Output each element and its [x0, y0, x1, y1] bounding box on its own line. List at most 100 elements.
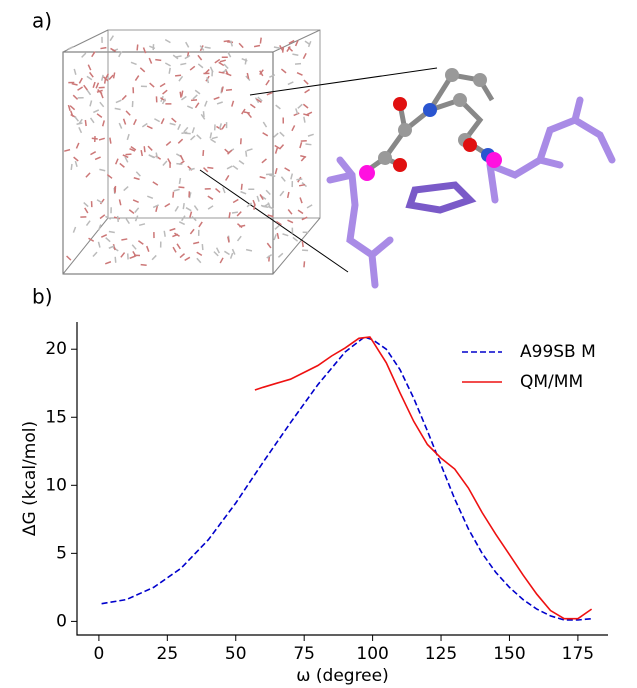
water: [172, 54, 179, 60]
water: [303, 261, 306, 268]
water: [210, 138, 217, 144]
x-tick-label: 25: [157, 644, 179, 664]
water: [173, 188, 180, 192]
water: [85, 172, 91, 178]
water: [237, 223, 243, 229]
water: [179, 154, 184, 161]
water: [301, 240, 304, 248]
water: [97, 89, 103, 95]
water: [181, 215, 186, 222]
water: [84, 207, 89, 214]
water: [215, 247, 220, 254]
water: [249, 103, 256, 109]
water: [115, 99, 122, 104]
water: [78, 127, 83, 134]
water: [303, 113, 310, 117]
panel-label: b): [32, 285, 53, 309]
water: [155, 205, 159, 213]
x-tick-label: 125: [425, 644, 457, 664]
water: [178, 75, 184, 82]
water: [221, 123, 226, 130]
water: [196, 251, 203, 257]
water: [140, 263, 147, 266]
water: [302, 103, 309, 109]
water: [273, 132, 279, 138]
water: [223, 39, 230, 43]
water: [277, 252, 284, 258]
water: [231, 248, 236, 255]
water: [296, 178, 303, 181]
water: [196, 134, 202, 140]
water: [183, 126, 189, 133]
water: [288, 39, 295, 45]
water: [299, 197, 303, 204]
water: [110, 47, 117, 53]
water: [225, 88, 233, 92]
water: [284, 167, 291, 172]
water: [279, 131, 285, 137]
water: [125, 218, 130, 225]
water: [189, 228, 195, 235]
water: [286, 46, 291, 52]
water: [163, 230, 166, 237]
water: [222, 187, 226, 194]
water: [162, 160, 168, 167]
water: [207, 166, 214, 169]
water: [146, 245, 150, 252]
water: [121, 238, 128, 241]
water: [114, 256, 117, 263]
water: [204, 46, 211, 49]
water: [189, 211, 193, 218]
water: [89, 117, 95, 124]
water: [174, 205, 179, 212]
box-front: [62, 51, 274, 275]
water: [232, 198, 239, 204]
water: [214, 58, 221, 64]
water: [297, 103, 303, 109]
water: [146, 125, 153, 130]
water: [286, 191, 290, 199]
water: [100, 74, 104, 81]
water: [266, 91, 273, 96]
water: [172, 191, 175, 198]
water: [274, 144, 281, 150]
water: [177, 138, 184, 144]
x-axis-label: ω (degree): [296, 666, 388, 686]
water: [130, 146, 137, 151]
water: [290, 173, 294, 180]
water: [101, 120, 105, 127]
water: [229, 40, 234, 47]
box-edges: [62, 29, 321, 275]
water: [194, 89, 201, 95]
water: [193, 205, 199, 211]
water: [108, 74, 114, 81]
water: [280, 68, 287, 74]
water: [197, 63, 204, 69]
water: [118, 122, 123, 129]
water: [124, 156, 129, 163]
water: [267, 214, 274, 218]
water: [240, 190, 247, 195]
water: [109, 35, 115, 42]
water: [92, 251, 98, 258]
water: [178, 186, 185, 189]
water: [221, 86, 224, 93]
water: [225, 174, 230, 181]
water: [269, 174, 276, 177]
water: [190, 135, 196, 141]
water: [244, 58, 247, 65]
water: [78, 118, 83, 125]
water: [96, 199, 103, 204]
water: [128, 209, 135, 215]
water: [90, 151, 97, 156]
water: [86, 89, 92, 96]
water: [218, 123, 223, 130]
water: [266, 254, 273, 259]
water: [105, 215, 112, 220]
water: [152, 181, 159, 186]
water: [176, 162, 183, 166]
water: [256, 98, 262, 103]
water: [292, 53, 299, 57]
water: [243, 111, 251, 114]
